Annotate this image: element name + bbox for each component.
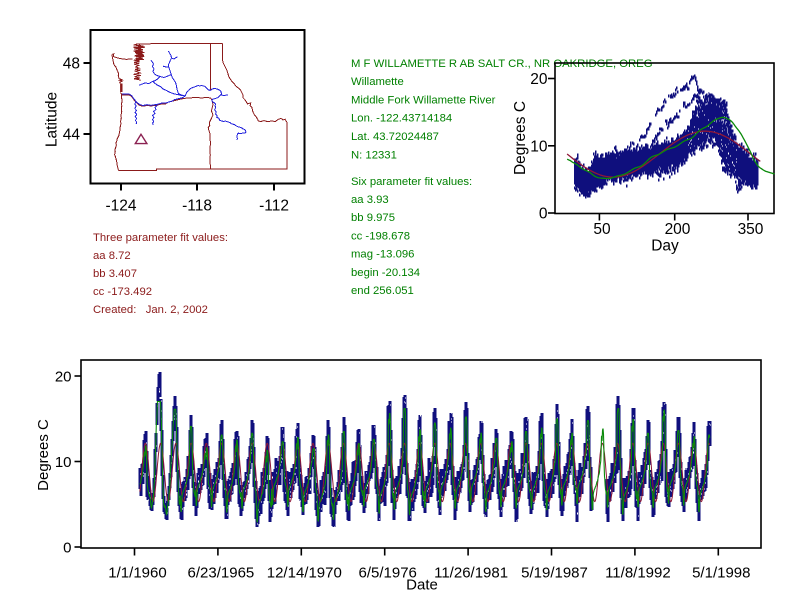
svg-text:Degrees C: Degrees C xyxy=(512,101,529,175)
svg-text:M F WILLAMETTE R AB SALT CR.,: M F WILLAMETTE R AB SALT CR., NR OAKRIDG… xyxy=(351,58,653,70)
svg-text:Day: Day xyxy=(651,238,679,255)
svg-text:Lon. -122.43714184: Lon. -122.43714184 xyxy=(351,113,452,125)
svg-text:Latitude: Latitude xyxy=(44,92,61,147)
svg-text:11/8/1992: 11/8/1992 xyxy=(605,565,671,582)
svg-text:50: 50 xyxy=(593,221,611,238)
svg-text:5/19/1987: 5/19/1987 xyxy=(521,565,588,582)
svg-text:Created: Jan. 2, 2002: Created: Jan. 2, 2002 xyxy=(93,304,208,316)
svg-text:20: 20 xyxy=(55,368,72,385)
svg-text:44: 44 xyxy=(63,127,81,144)
svg-text:10: 10 xyxy=(55,454,72,471)
svg-text:-118: -118 xyxy=(182,198,212,215)
svg-text:begin -20.134: begin -20.134 xyxy=(351,267,420,279)
svg-text:Willamette: Willamette xyxy=(351,76,404,88)
svg-text:10: 10 xyxy=(530,138,548,155)
svg-text:0: 0 xyxy=(63,539,71,556)
svg-text:-112: -112 xyxy=(259,198,289,215)
svg-text:6/5/1976: 6/5/1976 xyxy=(359,565,417,582)
svg-text:6/23/1965: 6/23/1965 xyxy=(188,565,255,582)
svg-text:200: 200 xyxy=(665,221,691,238)
svg-text:48: 48 xyxy=(63,56,80,73)
svg-text:-124: -124 xyxy=(105,198,136,215)
svg-text:bb 9.975: bb 9.975 xyxy=(351,212,395,224)
svg-text:Lat. 43.72024487: Lat. 43.72024487 xyxy=(351,131,439,143)
svg-text:cc -198.678: cc -198.678 xyxy=(351,230,410,242)
svg-text:aa 8.72: aa 8.72 xyxy=(93,250,131,262)
svg-text:350: 350 xyxy=(738,221,764,238)
svg-text:0: 0 xyxy=(539,206,548,223)
svg-text:1/1/1960: 1/1/1960 xyxy=(108,565,166,582)
svg-text:12/14/1970: 12/14/1970 xyxy=(267,565,342,582)
svg-text:aa 3.93: aa 3.93 xyxy=(351,194,389,206)
svg-text:bb 3.407: bb 3.407 xyxy=(93,268,137,280)
svg-text:N: 12331: N: 12331 xyxy=(351,149,397,161)
svg-text:Degrees C: Degrees C xyxy=(35,419,52,491)
svg-text:Six parameter fit values:: Six parameter fit values: xyxy=(351,176,472,188)
svg-text:11/26/1981: 11/26/1981 xyxy=(434,565,508,582)
svg-text:Middle Fork Willamette River: Middle Fork Willamette River xyxy=(351,94,496,106)
svg-text:Three parameter fit values:: Three parameter fit values: xyxy=(93,232,228,244)
svg-text:Date: Date xyxy=(406,577,438,594)
svg-text:20: 20 xyxy=(530,71,548,88)
svg-text:mag -13.096: mag -13.096 xyxy=(351,249,414,261)
svg-text:cc -173.492: cc -173.492 xyxy=(93,286,152,298)
svg-text:5/1/1998: 5/1/1998 xyxy=(692,565,750,582)
svg-text:end 256.051: end 256.051 xyxy=(351,285,414,297)
